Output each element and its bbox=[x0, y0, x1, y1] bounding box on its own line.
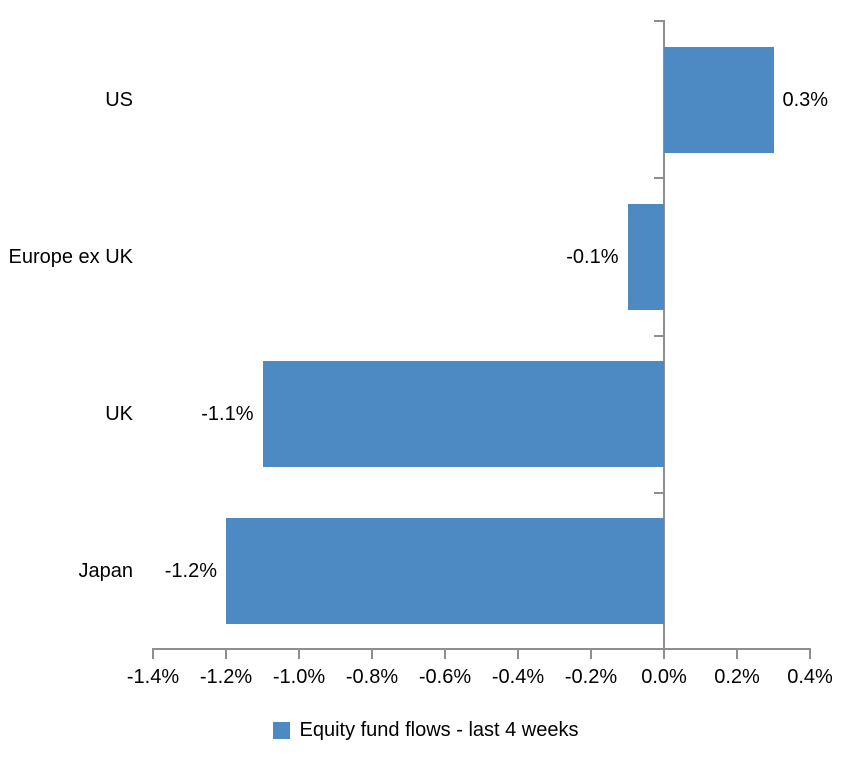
x-axis-tick bbox=[444, 648, 446, 659]
data-label-us: 0.3% bbox=[782, 88, 829, 111]
x-axis-tick-label: -1.4% bbox=[126, 666, 180, 688]
x-axis-tick bbox=[371, 648, 373, 659]
x-axis-line bbox=[152, 648, 811, 650]
x-axis-tick-label: 0.2% bbox=[714, 666, 760, 688]
category-label-uk: UK bbox=[105, 403, 133, 426]
x-axis-tick bbox=[663, 648, 665, 659]
bar-japan bbox=[226, 518, 664, 625]
category-axis-tick bbox=[654, 491, 665, 494]
category-axis-tick bbox=[654, 334, 665, 337]
x-axis-tick-label: -1.2% bbox=[199, 666, 253, 688]
x-axis-tick-label: 0.4% bbox=[787, 666, 833, 688]
x-axis-tick bbox=[809, 648, 811, 659]
bar-us bbox=[664, 46, 774, 153]
x-axis-tick bbox=[225, 648, 227, 659]
x-axis-tick bbox=[152, 648, 154, 659]
category-label-us: US bbox=[105, 88, 133, 111]
bar-uk bbox=[262, 361, 664, 468]
x-axis-tick-label: -0.4% bbox=[491, 666, 545, 688]
data-label-uk: -1.1% bbox=[201, 403, 254, 426]
category-axis-tick bbox=[654, 20, 665, 22]
x-axis-tick-label: -0.6% bbox=[418, 666, 472, 688]
data-label-japan: -1.2% bbox=[164, 560, 217, 583]
x-axis-tick-label: 0.0% bbox=[641, 666, 687, 688]
category-axis-tick bbox=[654, 177, 665, 180]
legend-swatch-icon bbox=[273, 722, 291, 739]
bar-europe-ex-uk bbox=[627, 203, 664, 310]
legend: Equity fund flows - last 4 weeks bbox=[0, 719, 852, 742]
x-axis-tick-label: -1.0% bbox=[272, 666, 326, 688]
x-axis-tick bbox=[298, 648, 300, 659]
x-axis-tick-label: -0.2% bbox=[564, 666, 618, 688]
legend-label: Equity fund flows - last 4 weeks bbox=[299, 719, 579, 741]
x-axis-tick bbox=[590, 648, 592, 659]
category-label-europe-ex-uk: Europe ex UK bbox=[8, 245, 133, 268]
x-axis-tick bbox=[517, 648, 519, 659]
category-label-japan: Japan bbox=[78, 560, 134, 583]
x-axis-tick bbox=[736, 648, 738, 659]
data-label-europe-ex-uk: -0.1% bbox=[566, 245, 619, 268]
x-axis-tick-label: -0.8% bbox=[345, 666, 399, 688]
